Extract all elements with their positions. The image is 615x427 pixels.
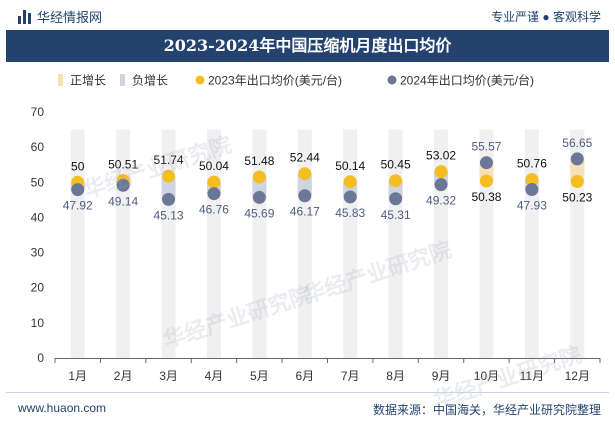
brand-logo-icon bbox=[18, 9, 31, 24]
negative-change-bar bbox=[161, 176, 176, 200]
label-2024: 46.76 bbox=[199, 203, 229, 217]
positive-change-bar bbox=[570, 158, 585, 182]
point-2023 bbox=[434, 165, 448, 179]
x-tick-label: 8月 bbox=[386, 369, 405, 383]
point-2023 bbox=[207, 175, 221, 189]
chart-title: 2023-2024年中国压缩机月度出口均价 bbox=[6, 30, 609, 62]
brand[interactable]: 华经情报网 bbox=[18, 7, 102, 26]
x-tick-label: 12月 bbox=[565, 369, 590, 383]
label-2023: 52.44 bbox=[290, 151, 320, 165]
point-2023 bbox=[298, 167, 312, 181]
legend-swatch bbox=[120, 74, 125, 86]
point-2024 bbox=[162, 192, 176, 206]
point-2023 bbox=[343, 175, 357, 189]
chart: 正增长 负增长 2023年出口均价(美元/台) 2024年出口均价(美元/台) 0 10… bbox=[31, 73, 601, 383]
legend-label: 正增长 bbox=[70, 74, 106, 88]
footer-website[interactable]: www.huaon.com bbox=[18, 401, 107, 415]
point-2023 bbox=[162, 169, 176, 183]
y-tick-label: 50 bbox=[31, 175, 45, 189]
background-bar bbox=[479, 129, 494, 358]
x-tick-label: 2月 bbox=[114, 369, 133, 383]
y-tick-label: 60 bbox=[31, 140, 45, 154]
label-2024: 47.93 bbox=[517, 199, 547, 213]
label-2023: 50.45 bbox=[381, 158, 411, 172]
legend-label: 负增长 bbox=[132, 74, 168, 88]
point-2023 bbox=[389, 174, 403, 188]
label-2024: 45.83 bbox=[335, 206, 365, 220]
x-tick-label: 9月 bbox=[432, 369, 451, 383]
label-2024: 47.92 bbox=[63, 199, 93, 213]
x-tick-label: 3月 bbox=[159, 369, 178, 383]
x-tick-label: 4月 bbox=[205, 369, 224, 383]
label-2024: 49.14 bbox=[108, 194, 138, 208]
y-axis: 0 10 20 30 40 50 60 70 bbox=[31, 105, 45, 365]
legend-swatch bbox=[58, 74, 63, 86]
y-tick-label: 70 bbox=[31, 105, 45, 119]
label-2023: 50.14 bbox=[335, 159, 365, 173]
legend-item: 负增长 bbox=[120, 74, 168, 88]
label-2023: 50.51 bbox=[108, 157, 138, 171]
x-tick-label: 7月 bbox=[341, 369, 360, 383]
y-tick-label: 10 bbox=[31, 316, 45, 330]
legend-item: 2024年出口均价(美元/台) bbox=[387, 73, 534, 88]
legend-label: 2024年出口均价(美元/台) bbox=[400, 73, 534, 88]
y-tick-label: 20 bbox=[31, 281, 45, 295]
point-2024 bbox=[570, 152, 584, 166]
y-tick-label: 30 bbox=[31, 246, 45, 260]
legend-marker bbox=[195, 75, 205, 85]
top-bar: 华经情报网 专业严谨 ● 客观科学 bbox=[0, 0, 615, 30]
brand-name: 华经情报网 bbox=[37, 10, 103, 25]
label-2023: 50 bbox=[71, 159, 85, 173]
label-2023: 50.38 bbox=[471, 190, 501, 204]
point-2024 bbox=[207, 187, 221, 201]
x-tick-label: 6月 bbox=[295, 369, 314, 383]
x-tick-label: 5月 bbox=[250, 369, 269, 383]
point-2024 bbox=[343, 190, 357, 204]
legend-item: 正增长 bbox=[58, 74, 106, 88]
label-2023: 50.04 bbox=[199, 159, 229, 173]
point-2024 bbox=[252, 190, 266, 204]
point-2024 bbox=[116, 178, 130, 192]
label-2024: 46.17 bbox=[290, 205, 320, 219]
label-2024: 49.32 bbox=[426, 194, 456, 208]
x-tick-label: 11月 bbox=[520, 369, 544, 383]
legend-item: 2023年出口均价(美元/台) bbox=[195, 73, 342, 88]
data-labels: 50 47.92 50.51 49.14 51.74 45.13 50.04 46.76 51.… bbox=[63, 136, 593, 222]
point-2024 bbox=[434, 178, 448, 192]
label-2023: 50.76 bbox=[517, 157, 547, 171]
label-2024: 56.65 bbox=[562, 136, 592, 150]
footer-divider bbox=[6, 392, 609, 393]
point-2024 bbox=[525, 183, 539, 197]
point-2023 bbox=[525, 173, 539, 187]
label-2024: 45.13 bbox=[154, 208, 184, 222]
point-2023 bbox=[570, 174, 584, 188]
legend-marker bbox=[387, 75, 397, 85]
label-2023: 51.74 bbox=[154, 153, 184, 167]
legend: 正增长 负增长 2023年出口均价(美元/台) 2024年出口均价(美元/台) bbox=[58, 73, 534, 88]
x-axis: 1月 2月 3月 4月 5月 6月 7月 8月 9月 10月 11月 12月 bbox=[54, 358, 601, 383]
point-2024 bbox=[71, 183, 85, 197]
x-tick-label: 10月 bbox=[474, 369, 499, 383]
point-2023 bbox=[252, 170, 266, 184]
x-tick-label: 1月 bbox=[68, 369, 87, 383]
label-2024: 45.31 bbox=[381, 208, 411, 222]
label-2023: 50.23 bbox=[562, 190, 592, 204]
label-2024: 45.69 bbox=[244, 206, 274, 220]
negative-change-bar bbox=[297, 173, 312, 196]
label-2023: 53.02 bbox=[426, 149, 456, 163]
point-2024 bbox=[298, 189, 312, 203]
point-2024 bbox=[389, 192, 403, 206]
tagline: 专业严谨 ● 客观科学 bbox=[491, 10, 601, 24]
data-points bbox=[71, 152, 584, 206]
y-tick-label: 40 bbox=[31, 210, 45, 224]
footer-source: 数据来源：中国海关，华经产业研究院整理 bbox=[372, 403, 601, 417]
label-2024: 55.57 bbox=[471, 140, 501, 154]
label-2023: 51.48 bbox=[244, 154, 274, 168]
y-tick-label: 0 bbox=[37, 351, 44, 365]
point-2023 bbox=[479, 174, 493, 188]
point-2024 bbox=[479, 156, 493, 170]
legend-label: 2023年出口均价(美元/台) bbox=[208, 73, 342, 88]
